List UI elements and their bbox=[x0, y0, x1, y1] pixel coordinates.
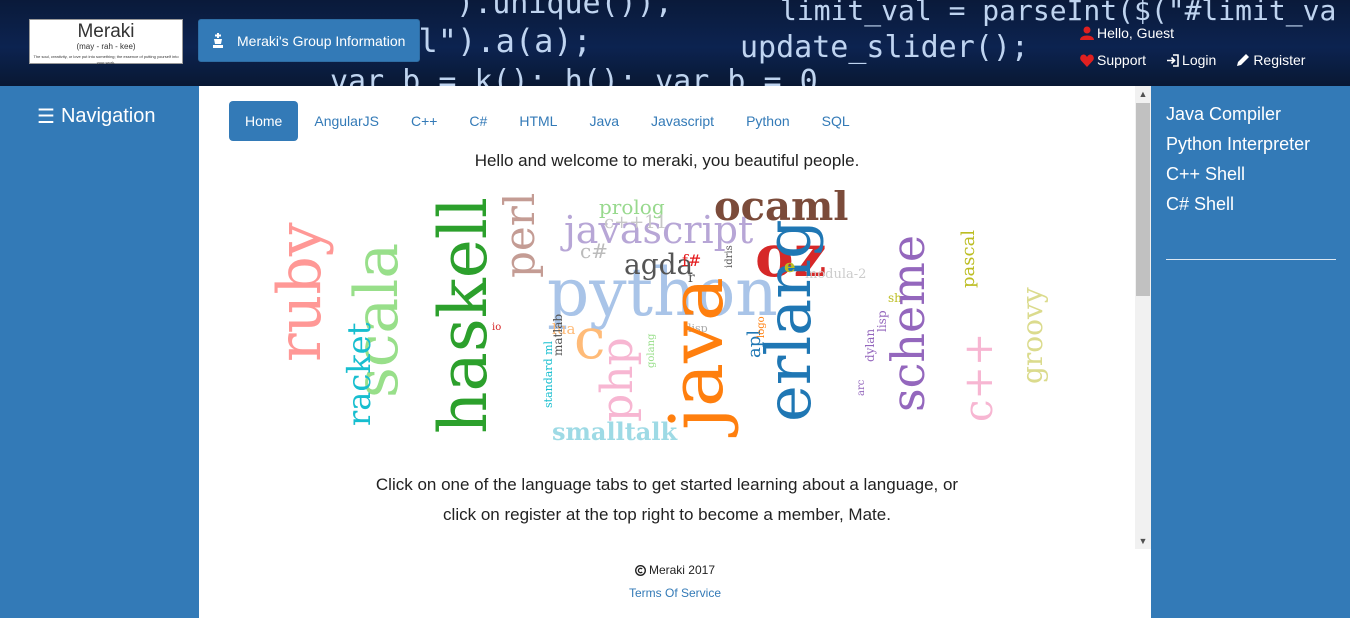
java-compiler-link[interactable]: Java Compiler bbox=[1166, 104, 1282, 124]
cloud-word: agda bbox=[624, 248, 693, 281]
content-scrollbar[interactable]: ▲ ▼ bbox=[1135, 86, 1151, 549]
cloud-word: prolog bbox=[599, 195, 665, 219]
logo-name: Meraki bbox=[77, 21, 135, 42]
cloud-word: lisp bbox=[875, 310, 889, 332]
support-link[interactable]: Support bbox=[1080, 52, 1146, 68]
scrollbar-thumb[interactable] bbox=[1136, 103, 1150, 296]
code-line: var b = k(); h(); var b = 0 bbox=[330, 64, 818, 86]
cloud-word: java bbox=[654, 277, 740, 438]
tab-java[interactable]: Java bbox=[589, 113, 620, 129]
language-tabs: Home AngularJS C++ C# HTML Java Javascri… bbox=[229, 101, 866, 141]
heart-icon bbox=[1080, 53, 1094, 67]
cloud-word: racket bbox=[340, 322, 378, 426]
cloud-word: modula-2 bbox=[805, 267, 866, 282]
cloud-word: e bbox=[784, 256, 795, 277]
cloud-word: dylan bbox=[863, 329, 877, 362]
user-links: Support Login Register bbox=[1080, 52, 1325, 68]
language-word-cloud: python javascript ocaml oz agda prolog c… bbox=[265, 190, 1049, 446]
logo-pronunciation: (may - rah - kee) bbox=[76, 42, 136, 51]
support-label: Support bbox=[1097, 52, 1147, 68]
tab-home[interactable]: Home bbox=[229, 101, 299, 141]
cloud-word: c# bbox=[580, 239, 608, 263]
cloud-word: arc bbox=[856, 379, 867, 396]
instruction-text: Click on one of the language tabs to get… bbox=[199, 470, 1135, 530]
cloud-word: sh bbox=[888, 291, 902, 305]
user-greeting: Hello, Guest bbox=[1080, 25, 1174, 41]
welcome-message: Hello and welcome to meraki, you beautif… bbox=[474, 151, 860, 170]
code-line: "").unique()), bbox=[420, 0, 673, 21]
cloud-word: lisp bbox=[688, 322, 708, 335]
tab-csharp[interactable]: C# bbox=[469, 113, 488, 129]
cloud-word: lua bbox=[552, 320, 575, 338]
cloud-word: idris bbox=[724, 245, 735, 268]
python-interpreter-link[interactable]: Python Interpreter bbox=[1166, 134, 1311, 154]
code-line: update_slider(); bbox=[740, 30, 1029, 65]
cloud-word: groovy bbox=[1016, 287, 1049, 384]
cloud-word: r bbox=[688, 270, 695, 286]
cloud-word: haskell bbox=[425, 197, 502, 434]
tab-javascript[interactable]: Javascript bbox=[651, 113, 715, 129]
cloud-word: scala bbox=[342, 243, 412, 398]
footer-copyright: Meraki 2017 bbox=[199, 563, 1151, 577]
login-icon bbox=[1167, 53, 1179, 67]
cloud-word: scheme bbox=[881, 235, 935, 412]
scroll-up-arrow-icon[interactable]: ▲ bbox=[1138, 89, 1148, 99]
navigation-toggle[interactable]: ☰ Navigation bbox=[37, 104, 155, 129]
cpp-shell-link[interactable]: C++ Shell bbox=[1166, 164, 1246, 184]
sidebar-divider bbox=[1166, 259, 1336, 260]
instruction-line: Click on one of the language tabs to get… bbox=[375, 475, 959, 494]
tab-sql[interactable]: SQL bbox=[821, 113, 850, 129]
cloud-word: golang bbox=[646, 333, 657, 368]
cloud-word: c++11 bbox=[604, 212, 667, 233]
main-content: Home AngularJS C++ C# HTML Java Javascri… bbox=[199, 86, 1151, 618]
cloud-word: matlab bbox=[551, 314, 565, 356]
cloud-word: c bbox=[574, 307, 605, 372]
meraki-logo[interactable]: Meraki (may - rah - kee) The soul, creat… bbox=[29, 19, 183, 65]
greeting-text: Hello, Guest bbox=[1097, 25, 1175, 41]
hamburger-icon: ☰ bbox=[37, 106, 55, 128]
tab-html[interactable]: HTML bbox=[519, 113, 558, 129]
logo-tagline: The soul, creativity, or love put into s… bbox=[33, 54, 179, 65]
cloud-word: apl bbox=[744, 330, 765, 358]
cloud-word: standard ml bbox=[542, 340, 555, 408]
instruction-line: click on register at the top right to be… bbox=[443, 505, 891, 524]
scroll-down-arrow-icon[interactable]: ▼ bbox=[1138, 536, 1148, 546]
copyright-text: Meraki 2017 bbox=[648, 563, 716, 577]
cloud-word: perl bbox=[495, 193, 544, 278]
cloud-word: pascal bbox=[958, 230, 979, 288]
pencil-icon bbox=[1237, 54, 1250, 66]
group-information-label: Meraki's Group Information bbox=[237, 32, 406, 49]
cloud-word: ocaml bbox=[714, 190, 848, 230]
login-link[interactable]: Login bbox=[1166, 52, 1216, 68]
cloud-word: f# bbox=[682, 251, 701, 270]
site-header: "").unique()), limit_val = parseInt($("#… bbox=[0, 0, 1350, 86]
cloud-word: javascript bbox=[560, 208, 753, 252]
cloud-word: smalltalk bbox=[552, 417, 678, 446]
user-area: Hello, Guest Support Login Regist bbox=[1050, 0, 1350, 86]
tools-sidebar: Java Compiler Python Interpreter C++ She… bbox=[1166, 99, 1336, 219]
code-line: limit_val = parseInt($("#limit_va bbox=[780, 0, 1337, 27]
copyright-icon bbox=[634, 564, 646, 576]
chess-king-icon bbox=[213, 32, 223, 48]
scroll-area: Home AngularJS C++ C# HTML Java Javascri… bbox=[199, 86, 1151, 549]
cloud-word: python bbox=[547, 254, 778, 331]
cloud-word: c++ bbox=[956, 333, 1002, 422]
cloud-word: logo bbox=[756, 316, 767, 338]
group-information-button[interactable]: Meraki's Group Information bbox=[198, 19, 420, 62]
tab-angularjs[interactable]: AngularJS bbox=[314, 113, 379, 129]
register-label: Register bbox=[1253, 52, 1306, 68]
login-label: Login bbox=[1182, 52, 1217, 68]
cloud-word: ruby bbox=[265, 222, 335, 362]
user-icon bbox=[1080, 26, 1094, 40]
tab-python[interactable]: Python bbox=[746, 113, 790, 129]
csharp-shell-link[interactable]: C# Shell bbox=[1166, 194, 1235, 214]
cloud-word: io bbox=[492, 322, 501, 333]
navigation-label: Navigation bbox=[60, 105, 156, 127]
cloud-word: php bbox=[592, 337, 643, 422]
cloud-word: oz bbox=[755, 222, 827, 290]
tab-cpp[interactable]: C++ bbox=[410, 113, 438, 129]
terms-of-service-link[interactable]: Terms Of Service bbox=[628, 586, 721, 600]
cloud-word: erlang bbox=[752, 219, 825, 422]
register-link[interactable]: Register bbox=[1236, 52, 1305, 68]
